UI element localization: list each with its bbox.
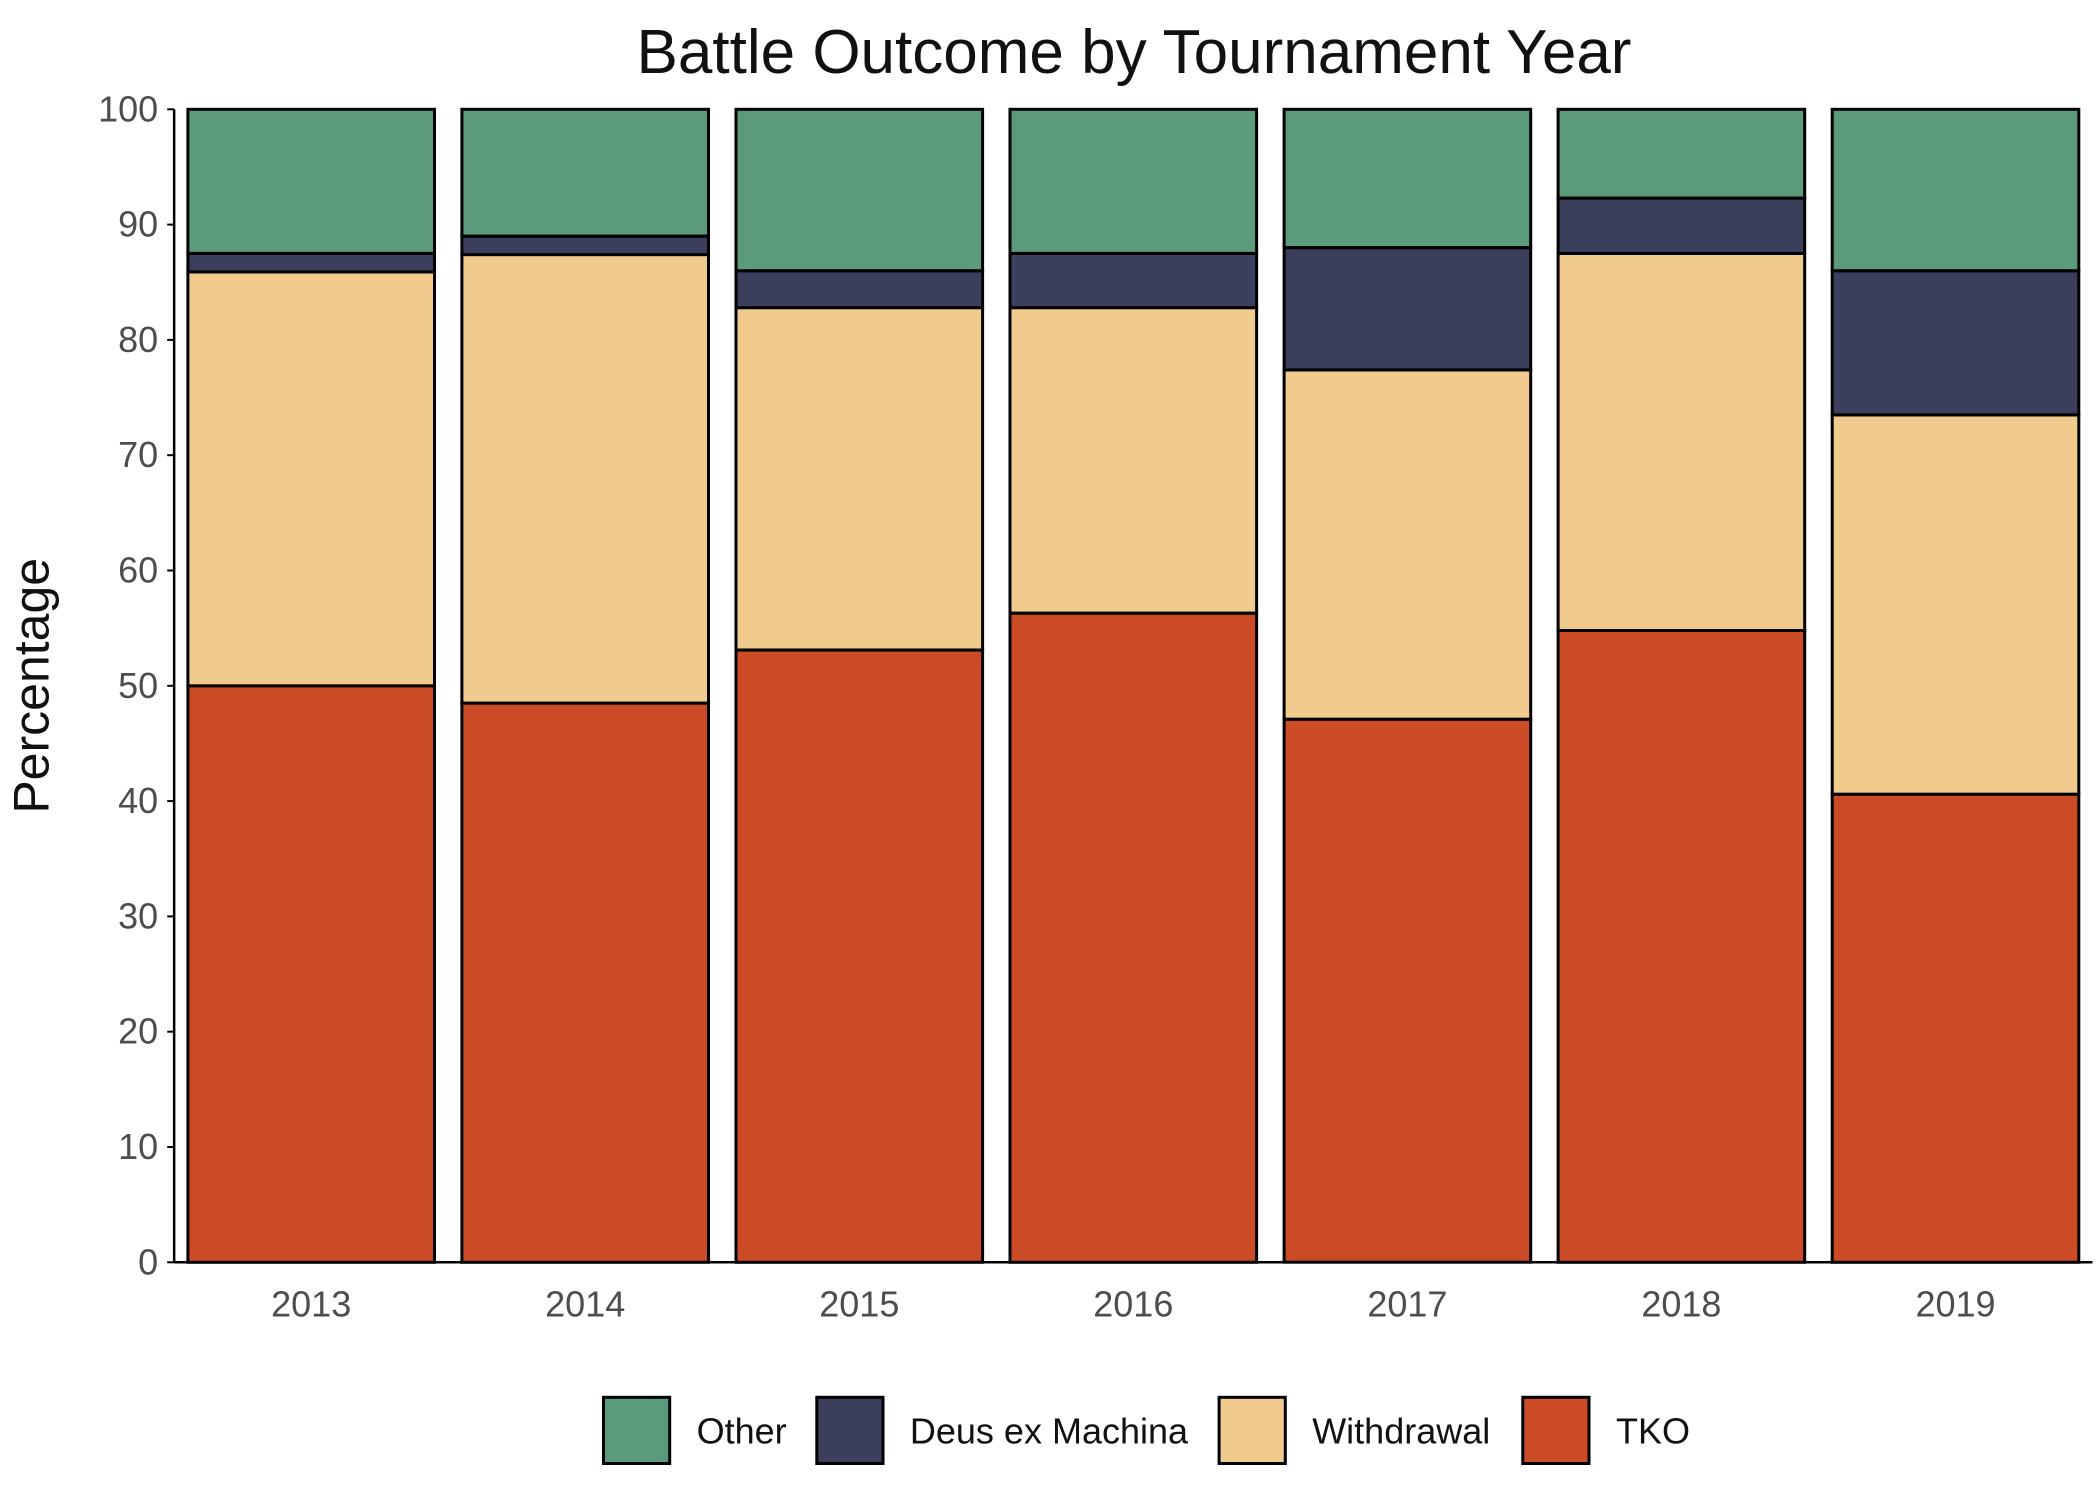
y-tick-label: 0 [138, 1241, 158, 1282]
x-tick-label: 2014 [545, 1283, 625, 1324]
legend-swatch [815, 1395, 885, 1466]
axes-layer: 0 10 20 30 40 50 60 70 80 90 100 [98, 88, 2093, 1282]
y-tick-label: 50 [118, 665, 158, 706]
bar-segment [1830, 107, 2081, 273]
bar-segment [1830, 792, 2081, 1264]
bar-segment [460, 107, 710, 238]
x-tick-label: 2015 [819, 1283, 899, 1324]
bar-segment [734, 648, 985, 1264]
x-tick-label: 2016 [1093, 1283, 1173, 1324]
legend-label: Deus ex Machina [910, 1410, 1189, 1451]
bar-segment [1008, 107, 1259, 255]
y-tick-label: 10 [118, 1126, 158, 1167]
bars-layer: 2013 2014 2015 2016 2017 2018 2019 [186, 107, 2081, 1324]
bar-segment [734, 107, 985, 273]
y-tick-label: 30 [118, 895, 158, 936]
x-tick-label: 2019 [1915, 1283, 1995, 1324]
y-tick-label: 60 [118, 550, 158, 591]
x-tick-label: 2013 [271, 1283, 351, 1324]
y-tick-label: 40 [118, 780, 158, 821]
bar-segment [1282, 246, 1533, 372]
legend-swatch [1521, 1395, 1591, 1466]
bar-segment [1556, 252, 1807, 632]
bar-segment [186, 107, 436, 255]
bar-segment [1830, 269, 2081, 417]
bar-segment [460, 701, 710, 1264]
legend-item: TKO [1521, 1395, 1690, 1466]
y-axis-label: Percentage [4, 558, 60, 814]
bar-segment [186, 270, 436, 688]
y-tick-label: 90 [118, 204, 158, 245]
legend-swatch [1217, 1395, 1287, 1466]
chart-title: Battle Outcome by Tournament Year [637, 18, 1632, 87]
y-tick-label: 70 [118, 434, 158, 475]
bar-segment [1008, 252, 1259, 310]
bar-segment [1008, 306, 1259, 615]
bar-segment [1282, 717, 1533, 1264]
bar-segment [734, 306, 985, 652]
bar-segment [1556, 196, 1807, 255]
bar-segment [460, 234, 710, 257]
bar-segment [734, 269, 985, 310]
legend: Other Deus ex Machina Withdrawal TKO [602, 1395, 1690, 1466]
bar-segment [460, 253, 710, 705]
bar-segment [1282, 368, 1533, 721]
y-tick-label: 80 [118, 319, 158, 360]
bar-segment [1008, 611, 1259, 1264]
bar-segment [1282, 107, 1533, 250]
legend-label: Withdrawal [1312, 1410, 1490, 1451]
legend-label: Other [697, 1410, 787, 1451]
legend-item: Deus ex Machina [815, 1395, 1189, 1466]
bar-segment [186, 252, 436, 274]
x-tick-label: 2017 [1367, 1283, 1447, 1324]
bar-segment [1830, 413, 2081, 796]
legend-swatch [602, 1395, 672, 1466]
bar-segment [1556, 629, 1807, 1264]
bar-segment [1556, 107, 1807, 200]
y-tick-label: 20 [118, 1011, 158, 1052]
legend-item: Other [602, 1395, 787, 1466]
x-tick-label: 2018 [1641, 1283, 1721, 1324]
legend-label: TKO [1616, 1410, 1690, 1451]
bar-segment [186, 684, 436, 1264]
legend-item: Withdrawal [1217, 1395, 1490, 1466]
y-tick-label: 100 [98, 88, 158, 129]
